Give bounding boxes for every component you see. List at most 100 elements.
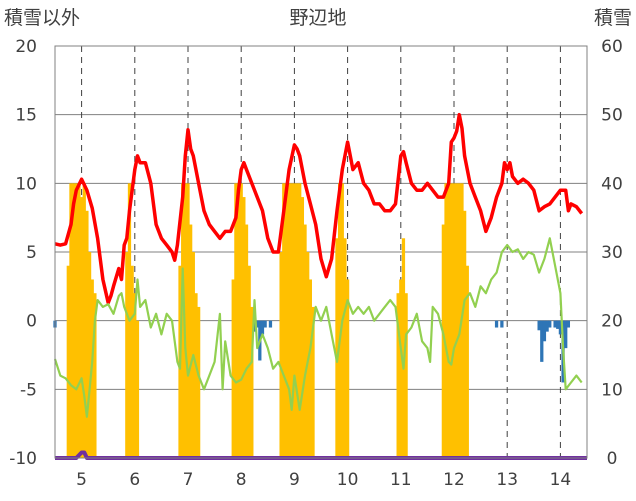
x-tick-label: 11 xyxy=(390,470,412,490)
snow-depth-bar xyxy=(197,306,201,458)
right-axis-ticks: 60 50 40 30 20 10 0 xyxy=(601,37,623,469)
snow-depth-bar xyxy=(401,238,406,458)
snow-depth-bar xyxy=(290,183,294,459)
x-axis-ticks: 5 6 7 8 9 10 11 12 13 14 xyxy=(76,470,571,490)
snow-depth-bar xyxy=(444,183,448,459)
snow-depth-bar xyxy=(295,183,299,459)
snow-depth-bar xyxy=(181,183,185,459)
snow-depth-bar xyxy=(69,183,73,459)
left-tick-label: 0 xyxy=(26,312,37,332)
right-tick-label: 40 xyxy=(601,174,623,194)
precipitation-bar xyxy=(500,320,504,328)
snow-depth-bar xyxy=(287,183,291,459)
snow-depth-bar xyxy=(242,197,246,459)
snow-depth-bar xyxy=(308,279,312,458)
snow-depth-bar xyxy=(465,265,469,458)
left-tick-label: -5 xyxy=(20,380,37,400)
snow-depth-bars xyxy=(66,183,469,459)
snow-depth-bar xyxy=(135,320,140,458)
snow-depth-bar xyxy=(239,183,243,459)
right-tick-label: 50 xyxy=(601,106,623,126)
precipitation-bar xyxy=(255,320,259,328)
snow-depth-bar xyxy=(93,293,97,458)
min-temp-line xyxy=(53,237,583,418)
snow-depth-bar xyxy=(300,197,305,459)
snow-depth-bar xyxy=(335,238,339,458)
snow-depth-bar xyxy=(66,265,70,458)
precipitation-bar xyxy=(545,320,549,332)
snow-depth-bar xyxy=(345,279,350,458)
x-tick-label: 12 xyxy=(443,470,465,490)
snow-depth-bar xyxy=(396,293,400,458)
snow-depth-bar xyxy=(79,197,84,459)
snow-depth-bar xyxy=(455,183,459,459)
x-tick-label: 6 xyxy=(129,470,140,490)
snow-depth-bar xyxy=(337,183,342,459)
snow-depth-bar xyxy=(303,224,307,458)
snow-depth-bar xyxy=(71,183,76,459)
snow-depth-bar xyxy=(441,224,445,458)
snow-depth-bar xyxy=(74,183,78,459)
left-tick-label: 20 xyxy=(15,37,37,57)
snow-depth-bar xyxy=(282,183,286,459)
snow-depth-bar xyxy=(457,183,461,459)
right-tick-label: 10 xyxy=(601,380,623,400)
snow-depth-bar xyxy=(298,183,302,459)
x-tick-label: 7 xyxy=(183,470,194,490)
precipitation-bar xyxy=(558,320,563,335)
right-tick-label: 0 xyxy=(607,449,618,469)
precipitation-bar xyxy=(548,320,552,328)
precipitation-bar xyxy=(553,320,557,328)
left-tick-label: 15 xyxy=(15,106,37,126)
left-tick-label: 5 xyxy=(26,243,37,263)
snow-depth-bar xyxy=(399,279,403,458)
snow-depth-bar xyxy=(194,293,198,458)
snow-depth-bar xyxy=(244,224,249,458)
left-tick-label: 10 xyxy=(15,174,37,194)
x-tick-label: 5 xyxy=(76,470,87,490)
chart-title: 野辺地 xyxy=(289,7,346,29)
precipitation-bar xyxy=(542,320,547,342)
x-tick-label: 13 xyxy=(496,470,518,490)
x-tick-label: 10 xyxy=(337,470,359,490)
snow-depth-bar xyxy=(284,183,289,459)
max-temp-line xyxy=(54,112,584,305)
precipitation-bar xyxy=(260,320,265,335)
x-tick-label: 9 xyxy=(289,470,300,490)
snow-depth-bar xyxy=(130,265,134,458)
snow-depth-bar xyxy=(463,210,467,458)
snow-depth-bar xyxy=(85,210,89,458)
snow-depth-bar xyxy=(449,183,453,459)
snow-depth-bar xyxy=(292,183,297,459)
snow-depth-bar xyxy=(234,183,238,459)
snow-depth-bar xyxy=(186,183,190,459)
right-tick-label: 30 xyxy=(601,243,623,263)
left-tick-label: -10 xyxy=(9,449,37,469)
precipitation-bar xyxy=(540,320,544,362)
snow-depth-bar xyxy=(279,252,283,458)
precipitation-bar xyxy=(268,320,273,328)
precipitation-bar xyxy=(566,320,571,328)
precipitation-bar xyxy=(556,320,560,329)
precipitation-bar xyxy=(263,320,267,328)
snow-depth-bar xyxy=(447,183,451,459)
snow-depth-bar xyxy=(87,252,92,458)
precipitation-bar xyxy=(537,320,541,331)
left-axis-ticks: 20 15 10 5 0 -5 -10 xyxy=(9,37,37,469)
x-tick-label: 8 xyxy=(236,470,247,490)
snow-depth-bar xyxy=(133,293,137,458)
right-tick-label: 20 xyxy=(601,312,623,332)
snow-depth-bar xyxy=(77,183,81,459)
plot-frame xyxy=(54,45,588,459)
precipitation-bar xyxy=(564,320,568,349)
x-tick-label: 14 xyxy=(550,470,572,490)
right-axis-label: 積雪 xyxy=(594,7,632,29)
snow-depth-bar xyxy=(231,279,235,458)
snow-depth-bar xyxy=(82,183,86,459)
precipitation-bar xyxy=(494,320,499,328)
snow-depth-bar xyxy=(250,306,254,458)
snow-depth-bar xyxy=(247,265,251,458)
right-tick-label: 60 xyxy=(601,37,623,57)
snow-depth-bar xyxy=(311,306,315,458)
